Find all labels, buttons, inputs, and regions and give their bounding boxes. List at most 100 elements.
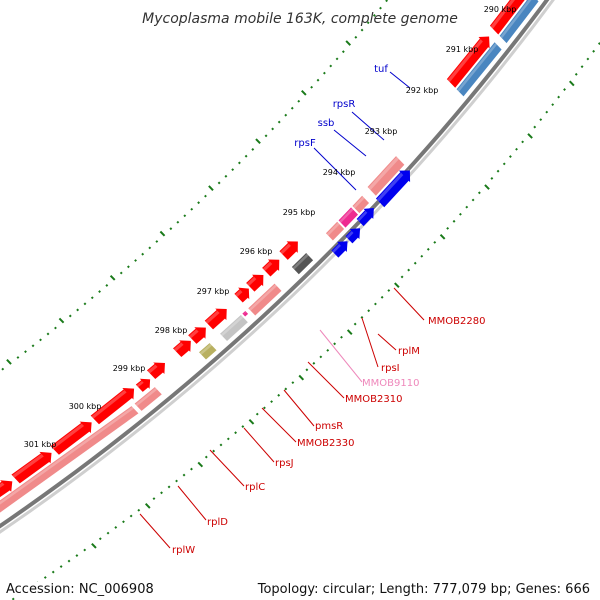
minor-tick xyxy=(277,393,281,397)
minor-tick xyxy=(83,302,87,306)
gene-steel xyxy=(456,42,502,97)
tick-label: 301 kbp xyxy=(24,440,57,449)
minor-tick xyxy=(366,21,370,25)
minor-tick xyxy=(31,344,35,348)
minor-tick xyxy=(137,508,141,512)
map-title: Mycoplasma mobile 163K, complete genome xyxy=(142,11,458,27)
gene-label-MMOB2280: MMOB2280 xyxy=(428,316,485,327)
minor-tick xyxy=(197,201,201,205)
minor-tick xyxy=(316,78,320,82)
minor-tick xyxy=(167,485,171,489)
minor-tick xyxy=(204,455,208,459)
gene-cds xyxy=(262,259,280,277)
major-tick xyxy=(197,461,204,468)
minor-tick xyxy=(190,467,193,471)
minor-tick xyxy=(11,597,15,600)
minor-tick xyxy=(490,176,494,180)
major-tick xyxy=(394,282,400,289)
minor-tick xyxy=(43,576,47,579)
minor-tick xyxy=(212,449,216,453)
gene-rna-shine xyxy=(135,387,158,407)
gene-MMOB2310-shine xyxy=(220,315,244,337)
gene-cds-shine xyxy=(447,39,483,83)
minor-tick xyxy=(521,140,525,144)
minor-tick xyxy=(290,106,294,110)
minor-tick xyxy=(322,71,326,75)
minor-tick xyxy=(545,110,549,114)
major-tick xyxy=(159,230,166,237)
minor-tick xyxy=(217,181,221,185)
minor-tick xyxy=(129,514,133,518)
minor-tick xyxy=(312,361,316,365)
minor-tick xyxy=(271,127,275,131)
minor-tick xyxy=(119,271,123,275)
gene-steel-shine xyxy=(500,0,532,39)
minor-tick xyxy=(586,57,590,61)
minor-tick xyxy=(333,342,337,346)
gene-MMOB2280-shine xyxy=(292,253,309,270)
gene-cds xyxy=(279,241,298,260)
minor-tick xyxy=(374,302,377,306)
minor-tick xyxy=(284,113,288,117)
label-leader-rplC xyxy=(209,449,245,487)
gene-ssb-shine xyxy=(339,208,354,223)
gene-MMOB9110-shine xyxy=(243,311,247,315)
tick-label: 296 kbp xyxy=(240,247,273,256)
minor-tick xyxy=(340,335,343,339)
label-leader-MMOB9110 xyxy=(319,329,363,383)
backbone-line xyxy=(0,0,550,529)
gene-cds-shine xyxy=(91,390,127,419)
gene-label-ssb: ssb xyxy=(318,118,335,129)
minor-tick xyxy=(551,103,555,107)
minor-tick xyxy=(127,265,130,269)
tick-marks-outer xyxy=(1,0,389,371)
label-leader-MMOB2280 xyxy=(393,287,425,321)
gene-pmsR-shine xyxy=(199,343,213,355)
minor-tick xyxy=(270,400,273,404)
minor-tick xyxy=(508,155,512,158)
minor-tick xyxy=(477,191,481,195)
gene-cds xyxy=(204,308,227,330)
major-tick xyxy=(248,418,255,425)
minor-tick xyxy=(291,381,295,385)
genome-backbone xyxy=(0,0,555,534)
minor-tick xyxy=(105,284,109,287)
gene-ssb xyxy=(338,207,359,228)
gene-rplM xyxy=(248,283,282,316)
gene-cds-shine xyxy=(0,482,5,488)
gene-tuf xyxy=(375,170,411,208)
backbone-shadow xyxy=(0,0,555,534)
label-leader-rpsJ xyxy=(243,427,275,463)
gene-rna-rpsR xyxy=(352,195,370,214)
minor-tick xyxy=(90,296,94,300)
minor-tick xyxy=(592,49,596,53)
gene-cds xyxy=(446,36,490,88)
gene-label-rpsJ: rpsJ xyxy=(275,458,294,469)
minor-tick xyxy=(1,367,5,371)
gene-cds-shine xyxy=(490,0,516,29)
minor-tick xyxy=(380,295,384,299)
minor-tick xyxy=(539,118,543,122)
label-leader-rpsR xyxy=(351,111,385,141)
minor-tick xyxy=(237,161,241,165)
minor-tick xyxy=(263,406,266,410)
major-tick xyxy=(58,317,65,324)
gene-cds xyxy=(90,387,135,425)
gene-label-MMOB2330: MMOB2330 xyxy=(297,438,354,449)
minor-tick xyxy=(16,356,20,359)
gene-cds xyxy=(146,362,165,379)
minor-tick xyxy=(175,479,178,483)
minor-tick xyxy=(367,309,371,313)
minor-tick xyxy=(496,169,500,173)
gene-label-tuf: tuf xyxy=(374,64,388,75)
label-leader-ssb xyxy=(333,129,367,157)
label-leader-tuf xyxy=(389,71,411,89)
label-leader-rpsF xyxy=(313,147,357,191)
gene-cds xyxy=(50,421,92,455)
label-leader-rplW xyxy=(139,513,171,549)
minor-tick xyxy=(234,431,238,435)
minor-tick xyxy=(407,268,411,272)
tick-label: 299 kbp xyxy=(113,364,146,373)
gene-rpsR-shine xyxy=(357,210,368,222)
gene-cds-shine xyxy=(147,364,158,374)
